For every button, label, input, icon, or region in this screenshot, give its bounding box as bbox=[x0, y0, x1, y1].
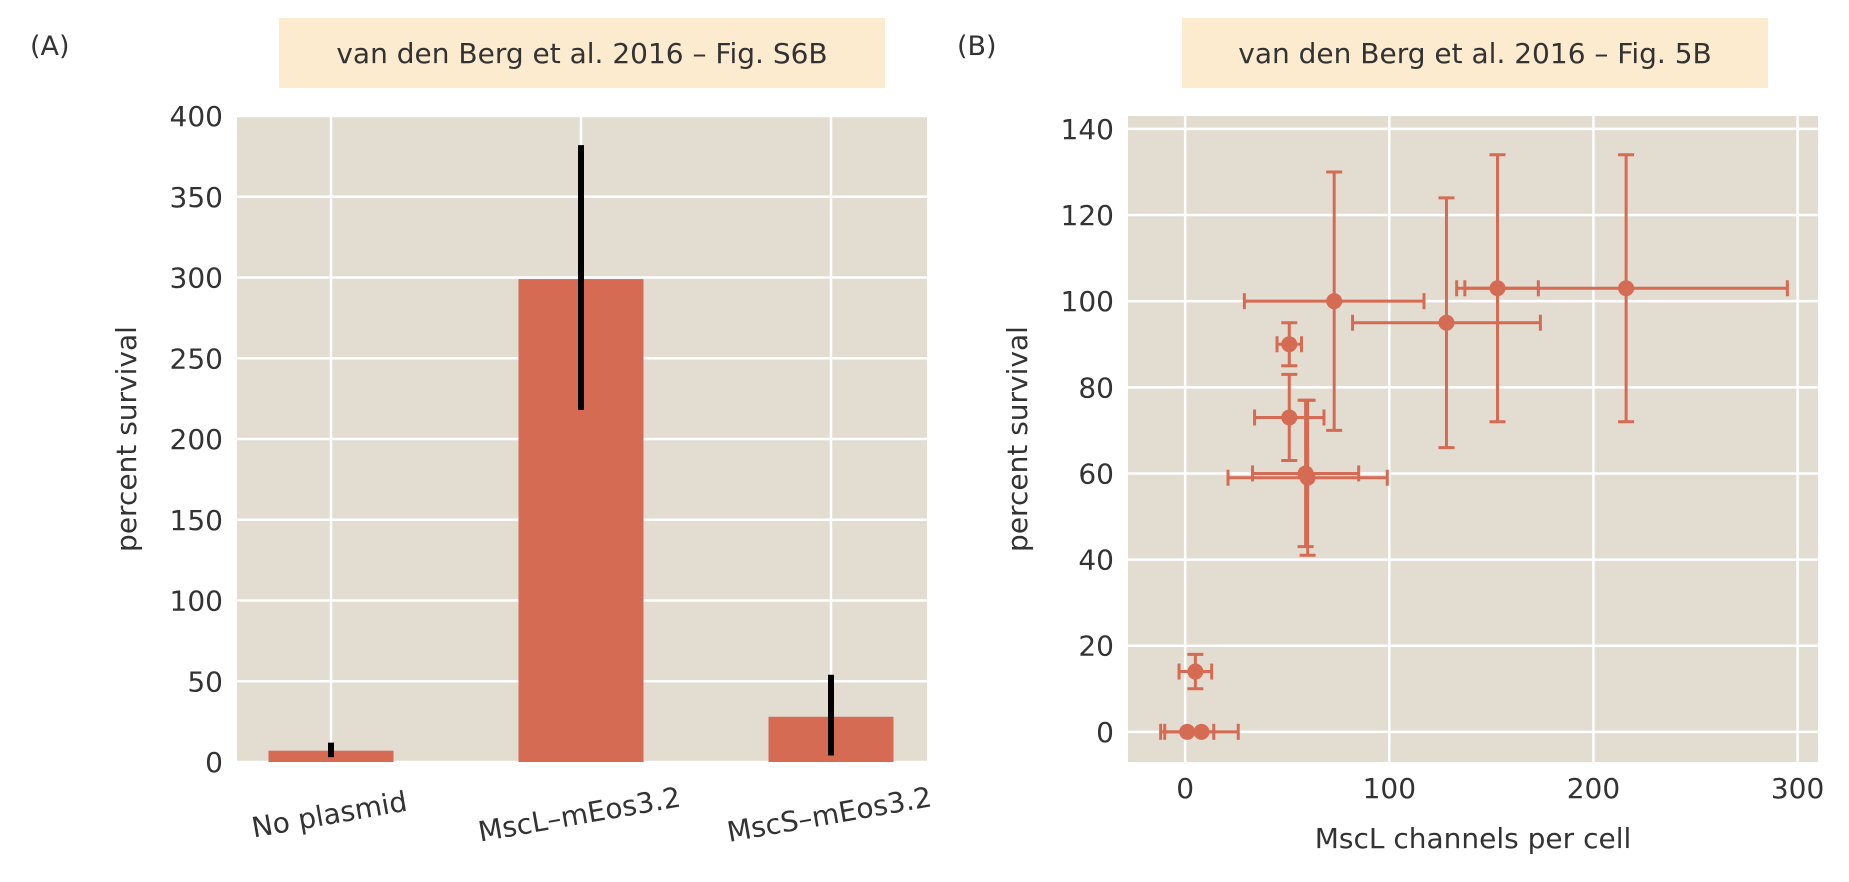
panel-b-gridlines bbox=[1128, 116, 1818, 762]
data-point bbox=[1253, 372, 1326, 463]
data-point bbox=[1177, 652, 1214, 691]
panel-b-title: van den Berg et al. 2016 – Fig. 5B bbox=[1238, 37, 1712, 70]
y-tick-label: 50 bbox=[187, 665, 223, 698]
y-tick-label: 60 bbox=[1078, 457, 1114, 490]
panel-b-points bbox=[1159, 153, 1789, 740]
data-point bbox=[1351, 196, 1542, 450]
panel-b-y-ticks: 0 20 40 60 80 100 120 140 bbox=[1061, 113, 1114, 749]
data-point bbox=[1163, 723, 1240, 740]
y-tick-label: 200 bbox=[170, 423, 223, 456]
x-tick-label: No plasmid bbox=[249, 785, 409, 845]
y-tick-label: 250 bbox=[170, 342, 223, 375]
point-marker bbox=[1281, 336, 1298, 353]
y-tick-label: 400 bbox=[170, 100, 223, 133]
y-tick-label: 20 bbox=[1078, 630, 1114, 663]
y-tick-label: 150 bbox=[170, 504, 223, 537]
y-tick-label: 300 bbox=[170, 262, 223, 295]
panel-b-x-ticks: 0 100 200 300 bbox=[1176, 772, 1824, 805]
x-tick-label: 100 bbox=[1363, 772, 1416, 805]
y-tick-label: 120 bbox=[1061, 199, 1114, 232]
y-tick-label: 80 bbox=[1078, 371, 1114, 404]
data-point bbox=[1463, 153, 1789, 424]
y-tick-label: 140 bbox=[1061, 113, 1114, 146]
y-tick-label: 100 bbox=[170, 585, 223, 618]
point-marker bbox=[1438, 314, 1455, 331]
panel-b-x-axis-label: MscL channels per cell bbox=[1315, 822, 1632, 855]
panel-b-plot-area bbox=[1128, 116, 1818, 762]
y-tick-label: 100 bbox=[1061, 285, 1114, 318]
panel-a-y-axis-label: percent survival bbox=[110, 326, 143, 552]
point-marker bbox=[1281, 409, 1298, 426]
y-tick-label: 0 bbox=[205, 746, 223, 779]
x-tick-label: 300 bbox=[1771, 772, 1824, 805]
data-point bbox=[1242, 170, 1426, 432]
y-tick-label: 350 bbox=[170, 181, 223, 214]
x-tick-label: 0 bbox=[1176, 772, 1194, 805]
data-point bbox=[1275, 321, 1304, 368]
point-marker bbox=[1326, 293, 1343, 310]
data-point bbox=[1226, 398, 1389, 557]
panel-a-x-ticks: No plasmid MscL–mEos3.2 MscS–mEos3.2 bbox=[249, 780, 934, 848]
x-tick-label: MscL–mEos3.2 bbox=[476, 781, 684, 849]
x-tick-label: MscS–mEos3.2 bbox=[724, 780, 934, 848]
panel-b-y-axis-label: percent survival bbox=[1001, 326, 1034, 552]
x-tick-label: 200 bbox=[1567, 772, 1620, 805]
point-marker bbox=[1193, 723, 1210, 740]
panel-a-title-box bbox=[279, 18, 885, 88]
panel-a-label: (A) bbox=[30, 31, 70, 62]
point-marker bbox=[1187, 663, 1204, 680]
panel-b-title-box bbox=[1182, 18, 1768, 88]
panel-b-label: (B) bbox=[957, 31, 997, 62]
y-tick-label: 0 bbox=[1096, 716, 1114, 749]
point-marker bbox=[1618, 280, 1635, 297]
panel-a-title: van den Berg et al. 2016 – Fig. S6B bbox=[336, 37, 827, 70]
point-marker bbox=[1299, 469, 1316, 486]
y-tick-label: 40 bbox=[1078, 544, 1114, 577]
panel-a-bars bbox=[268, 145, 894, 762]
panel-a-y-ticks: 0 50 100 150 200 250 300 350 400 bbox=[170, 100, 223, 779]
